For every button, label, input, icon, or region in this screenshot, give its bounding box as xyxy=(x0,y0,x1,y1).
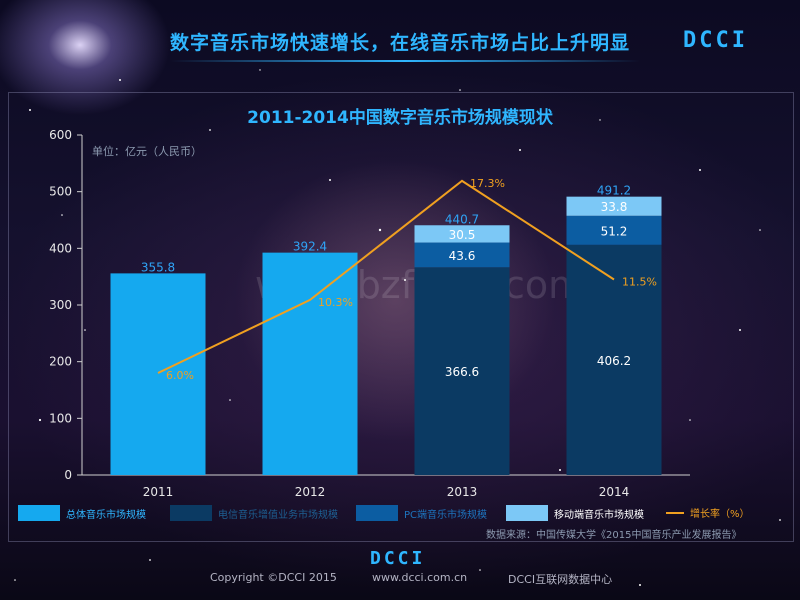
growth-label: 17.3% xyxy=(470,177,505,190)
bar-mobile xyxy=(414,225,510,243)
legend-label-pc: PC端音乐市场规模 xyxy=(404,509,488,521)
legend-item-growth: 增长率（%） xyxy=(666,505,750,520)
bar-pc xyxy=(414,242,510,268)
bar-total xyxy=(110,273,206,475)
y-tick-label: 0 xyxy=(64,468,72,482)
footer-copyright: Copyright ©DCCI 2015 xyxy=(210,571,337,584)
segment-label-mobile: 30.5 xyxy=(449,228,476,242)
legend-label-growth: 增长率（%） xyxy=(690,509,750,520)
segment-label-mobile: 33.8 xyxy=(601,200,628,214)
legend-item-mobile: 移动端音乐市场规模 xyxy=(506,505,644,521)
x-tick-label: 2013 xyxy=(447,485,478,499)
growth-label: 10.3% xyxy=(318,296,353,309)
legend-swatch-total xyxy=(18,505,60,521)
bar-pc xyxy=(566,215,662,245)
legend-item-total: 总体音乐市场规模 xyxy=(18,505,146,521)
total-label: 491.2 xyxy=(597,184,631,198)
legend: 总体音乐市场规模 电信音乐增值业务市场规模 PC端音乐市场规模 移动端音乐市场规… xyxy=(18,505,798,525)
bar-total xyxy=(262,252,358,475)
chart-title: 2011-2014中国数字音乐市场规模现状 xyxy=(247,108,553,128)
y-tick-label: 400 xyxy=(49,241,72,255)
y-tick-label: 300 xyxy=(49,298,72,312)
total-label: 392.4 xyxy=(293,240,327,254)
footer-org: DCCI互联网数据中心 xyxy=(508,573,613,586)
growth-label: 6.0% xyxy=(166,369,194,382)
legend-line-growth xyxy=(666,511,684,514)
x-tick-label: 2012 xyxy=(295,485,326,499)
growth-label: 11.5% xyxy=(622,276,657,289)
segment-label-pc: 43.6 xyxy=(449,249,476,263)
data-source: 数据来源：中国传媒大学《2015中国音乐产业发展报告》 xyxy=(486,530,742,541)
segment-label-telecom: 366.6 xyxy=(445,365,479,379)
y-tick-label: 500 xyxy=(49,185,72,199)
legend-swatch-pc xyxy=(356,505,398,521)
growth-line xyxy=(157,179,615,374)
x-tick-label: 2011 xyxy=(143,485,174,499)
legend-label-telecom: 电信音乐增值业务市场规模 xyxy=(218,509,338,521)
y-tick-label: 600 xyxy=(49,128,72,142)
bar-mobile xyxy=(566,196,662,216)
legend-item-telecom: 电信音乐增值业务市场规模 xyxy=(170,505,338,521)
header-title: 数字音乐市场快速增长，在线音乐市场占比上升明显 xyxy=(169,32,630,54)
y-tick-label: 100 xyxy=(49,411,72,425)
segment-label-pc: 51.2 xyxy=(601,224,628,238)
total-label: 440.7 xyxy=(445,212,479,226)
legend-label-total: 总体音乐市场规模 xyxy=(66,509,146,521)
bar-telecom xyxy=(414,267,510,475)
dcci-logo: DCCI xyxy=(683,28,748,53)
footer-website[interactable]: www.dcci.com.cn xyxy=(372,571,468,584)
chart-panel xyxy=(8,92,794,542)
unit-label: 单位：亿元（人民币） xyxy=(92,145,202,158)
segment-label-telecom: 406.2 xyxy=(597,354,631,368)
x-tick-label: 2014 xyxy=(599,485,630,499)
legend-label-mobile: 移动端音乐市场规模 xyxy=(554,509,644,521)
legend-swatch-mobile xyxy=(506,505,548,521)
footer-dcci-logo: DCCI xyxy=(370,548,426,569)
legend-item-pc: PC端音乐市场规模 xyxy=(356,505,487,521)
header-underline xyxy=(170,60,640,62)
y-tick-label: 200 xyxy=(49,355,72,369)
total-label: 355.8 xyxy=(141,260,175,274)
legend-swatch-telecom xyxy=(170,505,212,521)
bar-telecom xyxy=(566,244,662,475)
